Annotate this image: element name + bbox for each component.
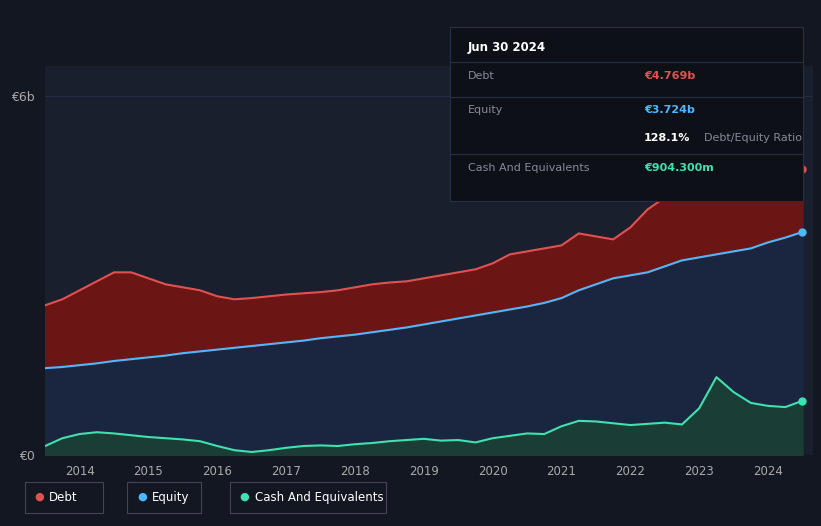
Text: ●: ● [240, 492, 250, 502]
Text: ●: ● [34, 492, 44, 502]
Text: €4.769b: €4.769b [644, 71, 695, 81]
Text: Equity: Equity [152, 491, 190, 503]
Text: Debt: Debt [468, 71, 494, 81]
Text: Cash And Equivalents: Cash And Equivalents [255, 491, 383, 503]
Text: Jun 30 2024: Jun 30 2024 [468, 41, 546, 54]
Text: €3.724b: €3.724b [644, 105, 695, 116]
Text: Debt: Debt [49, 491, 78, 503]
Text: 128.1%: 128.1% [644, 133, 690, 143]
Text: ●: ● [137, 492, 147, 502]
Text: €904.300m: €904.300m [644, 163, 713, 173]
Text: Debt/Equity Ratio: Debt/Equity Ratio [704, 133, 802, 143]
Text: Equity: Equity [468, 105, 503, 116]
Text: Cash And Equivalents: Cash And Equivalents [468, 163, 589, 173]
